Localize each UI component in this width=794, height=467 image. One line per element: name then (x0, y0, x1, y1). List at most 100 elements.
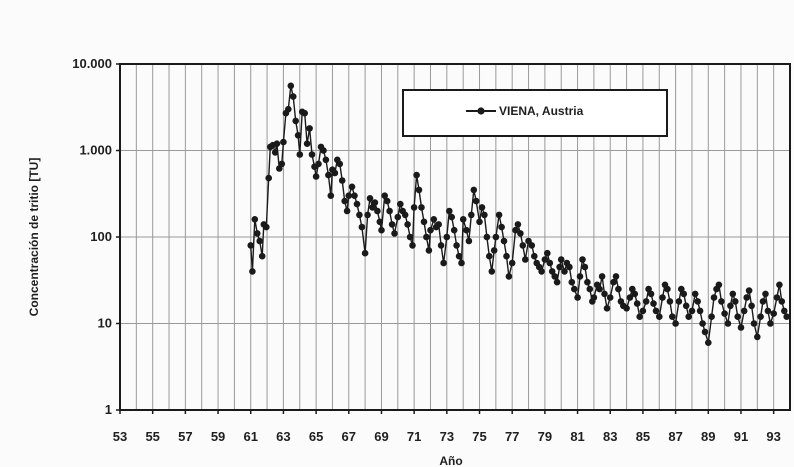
data-point (633, 300, 641, 307)
data-point (650, 300, 657, 307)
data-point (721, 310, 728, 317)
data-point (294, 132, 302, 139)
y-axis: 10.000 1.000 100 10 1 (72, 56, 120, 417)
data-point (455, 252, 463, 260)
data-point (458, 259, 465, 267)
data-point (356, 211, 363, 219)
y-tick-label: 1.000 (79, 143, 112, 158)
data-point (478, 204, 486, 211)
data-point (374, 207, 381, 215)
data-point (327, 192, 335, 199)
data-point (353, 200, 361, 208)
data-point (358, 223, 366, 231)
data-point (364, 211, 371, 219)
x-axis-label: Año (439, 454, 462, 467)
data-point (631, 290, 639, 298)
data-point (256, 237, 264, 245)
data-point (705, 339, 712, 347)
data-point (623, 305, 630, 312)
data-point (694, 298, 701, 305)
data-point (538, 268, 545, 275)
data-point (561, 268, 568, 275)
x-tick-label: 81 (570, 429, 584, 444)
x-tick-label: 67 (342, 429, 356, 444)
data-point (699, 320, 706, 327)
data-point (669, 313, 676, 321)
data-point (553, 278, 561, 286)
data-point (443, 233, 451, 241)
data-point (371, 199, 379, 206)
data-point (425, 247, 433, 254)
legend-box (402, 89, 668, 137)
data-point (745, 287, 753, 294)
x-tick-label: 71 (407, 429, 421, 444)
data-point (757, 313, 764, 321)
data-point (546, 259, 554, 267)
y-tick-label: 100 (90, 229, 112, 244)
data-point (306, 125, 313, 132)
data-point (762, 290, 769, 298)
data-point (778, 298, 786, 305)
data-point (486, 252, 493, 260)
x-tick-label: 69 (374, 429, 388, 444)
data-point (770, 310, 777, 317)
y-tick-label: 10 (98, 316, 112, 331)
legend-label: VIENA, Austria (499, 104, 584, 118)
data-point (729, 290, 737, 298)
data-point (263, 223, 270, 231)
data-point (773, 294, 781, 301)
data-point (325, 171, 332, 179)
x-tick-label: 73 (440, 429, 454, 444)
data-point (584, 278, 591, 286)
data-point (566, 263, 573, 271)
data-point (381, 192, 389, 199)
data-point (258, 252, 266, 260)
data-point (415, 186, 423, 194)
data-point (249, 268, 256, 275)
data-point (606, 294, 614, 301)
data-point (427, 226, 434, 234)
data-point (488, 268, 496, 275)
data-point (253, 230, 261, 237)
data-point (423, 233, 430, 241)
data-point (394, 213, 402, 221)
data-point (331, 169, 339, 177)
data-point (348, 183, 356, 191)
data-point (512, 226, 519, 234)
x-tick-label: 89 (701, 429, 715, 444)
data-point (312, 173, 320, 180)
data-point (750, 320, 758, 327)
x-tick-label: 93 (766, 429, 780, 444)
data-point (492, 233, 500, 241)
data-point (603, 305, 611, 312)
data-point (418, 204, 425, 211)
data-point (579, 256, 586, 263)
data-point (401, 211, 409, 219)
data-point (247, 242, 254, 249)
grid (120, 64, 790, 410)
data-point (503, 252, 510, 260)
data-point (446, 207, 453, 215)
data-point (301, 109, 309, 117)
y-tick-label: 1 (105, 402, 112, 417)
data-point (271, 149, 279, 156)
data-point (404, 221, 411, 228)
y-axis-label: Concentración de tritio [TU] (27, 158, 41, 317)
x-axis: 53 55 57 59 61 63 65 67 69 71 73 75 77 79 81 83 85 87 89 91… (113, 410, 781, 444)
data-point (435, 221, 443, 228)
data-point (490, 247, 498, 254)
data-point (615, 285, 622, 293)
data-point (476, 218, 483, 226)
data-point (343, 207, 351, 215)
data-point (556, 263, 563, 271)
data-point (680, 290, 688, 298)
data-point (727, 302, 734, 310)
y-tick-label: 10.000 (72, 56, 112, 71)
data-point (664, 285, 671, 293)
data-point (361, 249, 369, 257)
data-point (571, 285, 578, 293)
data-point (388, 221, 396, 228)
data-point (586, 285, 594, 293)
data-point (639, 307, 647, 315)
